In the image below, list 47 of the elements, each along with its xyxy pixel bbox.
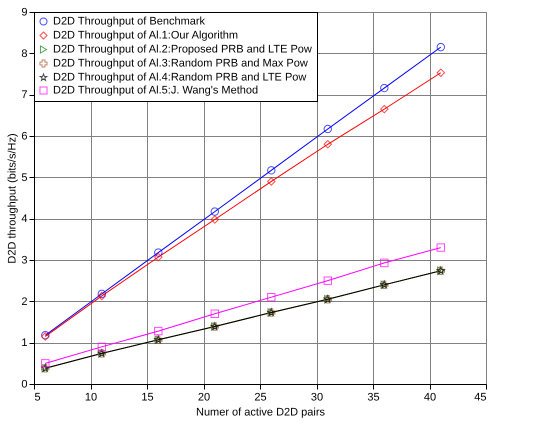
- point: [324, 276, 332, 285]
- y-tick-label: 0: [21, 378, 28, 390]
- x-tick-label: 30: [310, 392, 324, 404]
- y-tick-label: 4: [21, 213, 28, 226]
- y-tick-label: 5: [21, 172, 28, 184]
- point: [154, 248, 163, 257]
- point: [267, 177, 276, 186]
- x-axis-title: Numer of active D2D pairs: [196, 406, 326, 418]
- y-tick-label: 2: [21, 296, 28, 308]
- point: [98, 342, 106, 352]
- y-tick-label: 1: [21, 337, 28, 350]
- point: [210, 310, 220, 318]
- point: [380, 104, 389, 114]
- y-tick-label: 7: [21, 89, 28, 102]
- x-tick-label: 25: [254, 392, 267, 404]
- legend-label: D2D Throughput of Al.4:Random PRB and LTE Pow: [53, 72, 306, 84]
- x-tick-label: 5: [34, 392, 41, 404]
- point: [380, 84, 389, 92]
- x-tick-label: 45: [474, 392, 486, 404]
- legend-label: D2D Throughput of Al.3:Random PRB and Max Pow: [53, 58, 308, 70]
- point: [154, 326, 163, 336]
- point: [41, 359, 50, 368]
- y-tick-label: 8: [21, 48, 28, 60]
- y-axis-title: D2D throughput (bits/s/Hz): [6, 133, 18, 264]
- y-tick-label: 3: [21, 254, 28, 266]
- legend-label: D2D Throughput of Al.5:J. Wang's Method: [53, 84, 258, 96]
- point: [380, 258, 389, 268]
- point: [154, 252, 163, 262]
- x-tick-label: 35: [367, 392, 380, 404]
- point: [436, 68, 446, 77]
- point: [210, 215, 220, 224]
- point: [436, 243, 446, 252]
- x-tick-label: 20: [198, 392, 210, 404]
- point: [324, 124, 332, 134]
- legend-label: D2D Throughput of Al.2:Proposed PRB and LTE Pow: [53, 44, 312, 56]
- legend-label: D2D Throughput of Benchmark: [53, 16, 206, 28]
- point: [324, 140, 332, 148]
- point: [267, 166, 276, 175]
- point: [436, 42, 446, 52]
- legend-label: D2D Throughput of Al.1:Our Algorithm: [53, 30, 238, 42]
- point: [210, 207, 220, 216]
- point: [267, 292, 276, 302]
- y-tick-label: 9: [21, 6, 28, 18]
- x-tick-label: 10: [84, 392, 98, 404]
- x-tick-label: 15: [141, 392, 154, 404]
- y-tick-label: 6: [21, 130, 28, 142]
- x-tick-label: 40: [424, 392, 436, 404]
